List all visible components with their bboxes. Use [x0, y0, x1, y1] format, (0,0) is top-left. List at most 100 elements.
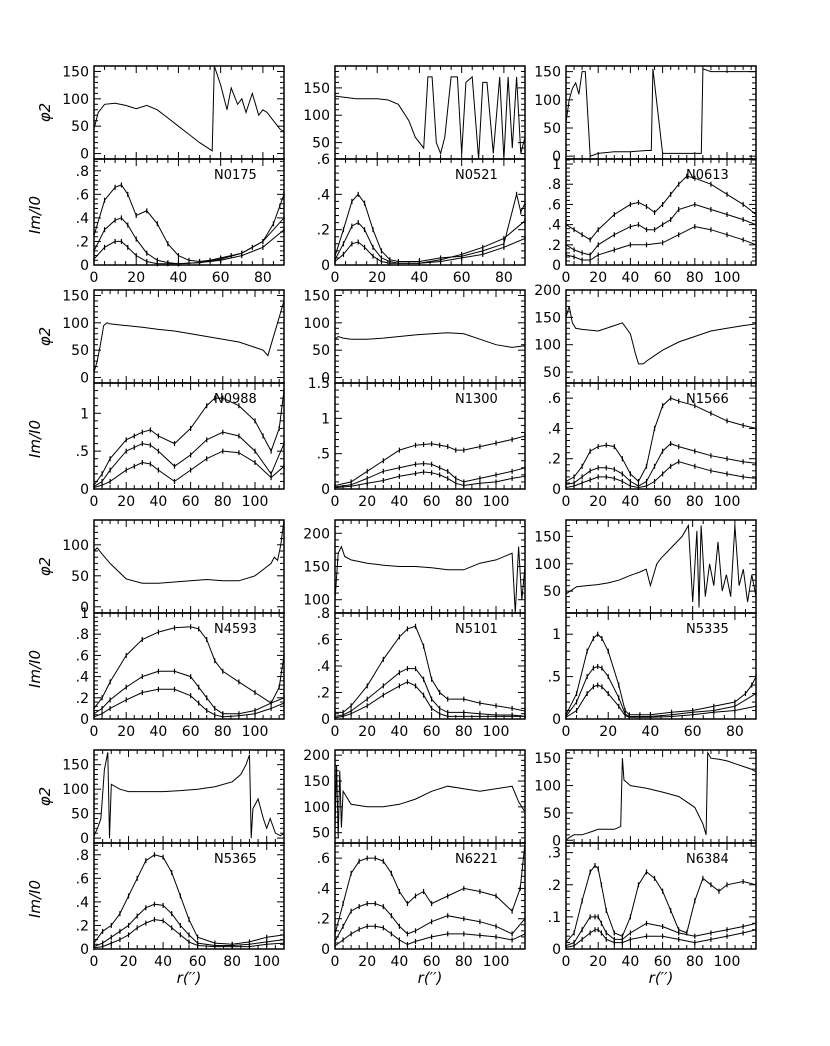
- phase-frame: [93, 289, 285, 384]
- amplitude-frame: [565, 842, 757, 950]
- amplitude-line-m2: [335, 903, 525, 942]
- x-tick-label: 0: [562, 494, 571, 510]
- y-tick-label: 0: [80, 482, 89, 498]
- panel-n6384: 0 50 100 150 0 .1 .2 .3 N6384 0 20 40 60 80 100: [534, 749, 757, 970]
- galaxy-label: N6221: [455, 852, 498, 867]
- x-tick-label: 60: [212, 270, 230, 286]
- y-tick-label: 100: [303, 593, 330, 609]
- y-tick-label: 100: [534, 557, 561, 573]
- phase-frame: [334, 749, 526, 844]
- amplitude-line-m3: [566, 226, 756, 261]
- phase-line: [566, 306, 756, 365]
- y-tick-label: 100: [303, 108, 330, 124]
- y-tick-label: 0: [80, 147, 89, 163]
- panel-n5335: 50 100 150 0 .5 1 N5335 0 20 40 60 80: [534, 519, 757, 740]
- x-tick-label: 20: [589, 494, 607, 510]
- panel-n5365: 0 50 100 150 0 .2 .4 .6 .8 N5365 0 20 40 60 80 100: [62, 749, 285, 970]
- x-tick-label: 20: [599, 724, 617, 740]
- x-tick-label: 60: [684, 724, 702, 740]
- y-tick-label: .4: [548, 421, 561, 437]
- x-tick-label: 100: [483, 494, 510, 510]
- y-tick-label: .6: [76, 871, 89, 887]
- y-tick-label: 50: [71, 807, 89, 823]
- y-tick-label: 50: [312, 343, 330, 359]
- x-tick-label: 100: [242, 494, 269, 510]
- x-tick-label: 20: [120, 954, 138, 970]
- galaxy-label: N0175: [214, 168, 257, 183]
- y-tick-label: 1.5: [308, 376, 330, 392]
- y-tick-label: .5: [317, 447, 330, 463]
- phase-frame: [334, 519, 526, 614]
- y-tick-label: .4: [317, 881, 330, 897]
- y-tick-label: 50: [543, 806, 561, 822]
- y-tick-label: 50: [71, 569, 89, 585]
- x-tick-label: 100: [242, 724, 269, 740]
- phase-line: [566, 750, 756, 841]
- y-tick-label: 0: [321, 942, 330, 958]
- y-tick-label: 100: [303, 316, 330, 332]
- amplitude-line-m3: [94, 450, 284, 488]
- y-tick-label: 1: [80, 606, 89, 622]
- x-tick-label: 60: [453, 270, 471, 286]
- y-tick-label: .2: [76, 234, 89, 250]
- x-tick-label: 0: [331, 724, 340, 740]
- amplitude-line-m3: [94, 688, 284, 718]
- x-tick-label: 0: [562, 270, 571, 286]
- x-tick-label: 40: [149, 494, 167, 510]
- y-tick-label: 50: [71, 343, 89, 359]
- phase-axis-title: φ2: [36, 327, 54, 346]
- y-tick-label: 50: [543, 584, 561, 600]
- amplitude-axis-title: Im/I0: [26, 650, 44, 688]
- y-tick-label: 50: [312, 826, 330, 842]
- galaxy-label: N1566: [686, 392, 729, 407]
- phase-line: [94, 752, 284, 839]
- amplitude-line-m2: [94, 903, 284, 948]
- phase-line: [94, 300, 284, 373]
- y-tick-label: 0: [321, 371, 330, 387]
- phase-axis-title: φ2: [36, 787, 54, 806]
- x-tick-label: 100: [253, 954, 280, 970]
- x-tick-label: 60: [423, 494, 441, 510]
- y-tick-label: .6: [548, 391, 561, 407]
- amplitude-line-m3: [566, 461, 756, 489]
- y-tick-label: .4: [76, 211, 89, 227]
- x-tick-label: 40: [170, 270, 188, 286]
- y-tick-label: .6: [317, 152, 330, 168]
- y-tick-label: 150: [303, 81, 330, 97]
- x-tick-label: 60: [182, 724, 200, 740]
- x-tick-label: 0: [331, 954, 340, 970]
- x-tick-label: 40: [149, 724, 167, 740]
- y-tick-label: 0: [552, 942, 561, 958]
- y-tick-label: 0: [552, 712, 561, 728]
- amplitude-line-m1: [94, 626, 284, 709]
- phase-frame: [565, 749, 757, 844]
- x-tick-label: 80: [223, 954, 241, 970]
- amplitude-line-m3: [566, 684, 756, 718]
- phase-line: [94, 66, 284, 152]
- y-tick-label: 0: [552, 149, 561, 165]
- y-tick-label: 100: [534, 338, 561, 354]
- x-tick-label: 20: [127, 270, 145, 286]
- y-tick-label: 200: [303, 748, 330, 764]
- x-tick-label: 80: [455, 494, 473, 510]
- y-tick-label: 150: [303, 288, 330, 304]
- amplitude-line-m2: [566, 443, 756, 487]
- axis-titles: φ2 Im/I0 φ2 Im/I0 φ2 Im/I0 φ2 Im/I0 r(′′) r(′′) r(…: [26, 103, 673, 987]
- x-tick-label: 40: [390, 494, 408, 510]
- amplitude-frame: [565, 382, 757, 490]
- amplitude-line-m1: [566, 397, 756, 483]
- x-tick-label: 20: [358, 494, 376, 510]
- amplitude-line-m1: [335, 435, 525, 486]
- y-tick-label: 0: [321, 258, 330, 274]
- panel-n0521: 50 100 150 0 .2 .4 .6 N0521 0 20 40 60 80: [303, 65, 526, 286]
- galaxy-label: N0613: [686, 168, 729, 183]
- y-tick-label: 1: [552, 627, 561, 643]
- y-tick-label: 100: [62, 538, 89, 554]
- y-tick-label: 150: [303, 774, 330, 790]
- y-tick-label: .5: [76, 444, 89, 460]
- x-tick-label: 60: [654, 270, 672, 286]
- x-tick-label: 20: [117, 724, 135, 740]
- y-tick-label: .2: [548, 452, 561, 468]
